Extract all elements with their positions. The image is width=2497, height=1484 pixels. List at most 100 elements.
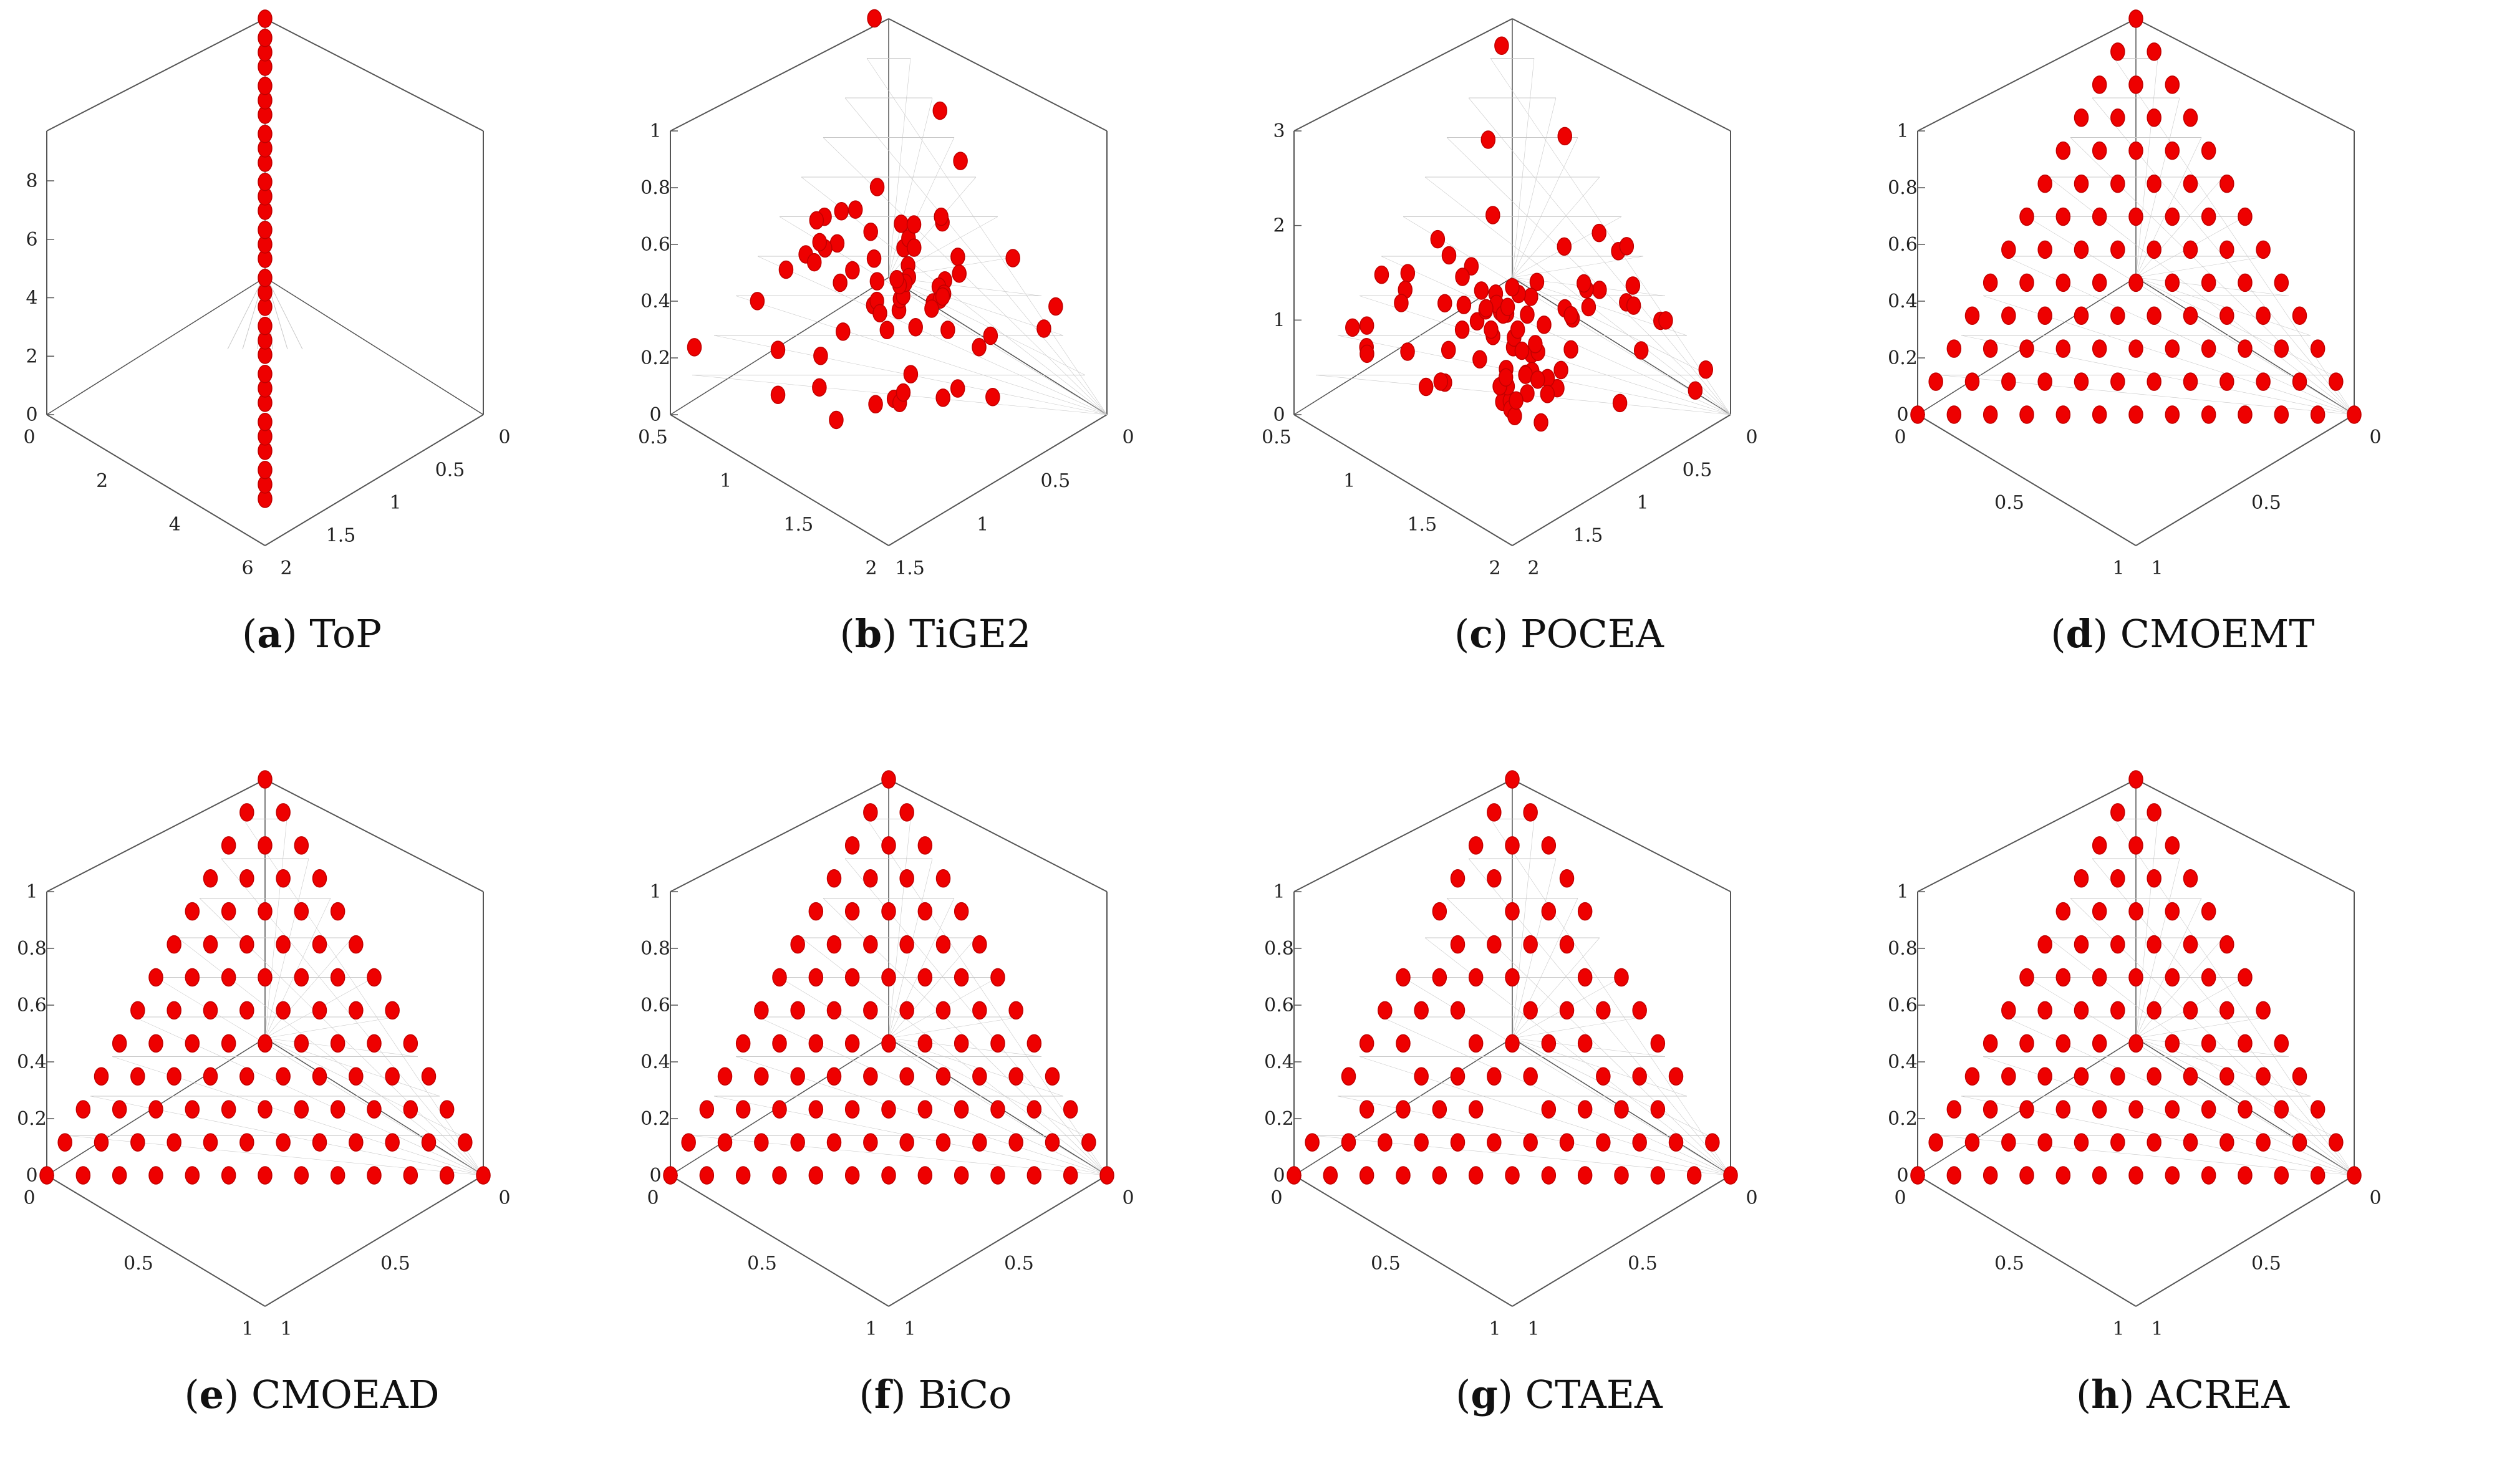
data-point: [881, 902, 896, 921]
y-tick-label: 0: [2369, 1187, 2381, 1209]
data-point: [203, 1067, 218, 1086]
data-point: [2238, 1100, 2253, 1119]
data-point: [1614, 1166, 1629, 1185]
data-point: [954, 1100, 969, 1119]
x-tick-label: 0.5: [638, 426, 668, 448]
grid-line: [2135, 819, 2158, 1039]
data-point: [2001, 306, 2016, 325]
data-point: [2019, 405, 2034, 424]
data-point: [2092, 405, 2107, 424]
z-tick-label: 0.4: [1264, 1051, 1294, 1073]
data-point: [167, 935, 181, 954]
data-point: [1910, 1166, 1925, 1185]
data-point: [717, 1067, 733, 1086]
data-point: [1650, 1166, 1666, 1185]
data-point: [2055, 207, 2071, 226]
data-point: [1468, 1034, 1484, 1053]
data-point: [934, 207, 949, 226]
data-point: [808, 1034, 824, 1053]
y-tick-label: 0.5: [1628, 1253, 1658, 1274]
frame-edge: [264, 18, 484, 132]
x-tick-label: 6: [241, 557, 253, 579]
y-tick-label: 0.5: [2251, 1253, 2281, 1274]
data-point: [148, 1166, 163, 1185]
data-point: [1048, 297, 1063, 316]
data-point: [2019, 968, 2034, 987]
grid-line: [2135, 1038, 2311, 1097]
data-point: [1541, 1166, 1557, 1185]
data-point: [2128, 405, 2143, 424]
plot-f: 0 0.2 0.4 0.6 0.8 1 0 0.5 1 0 0.5 1: [640, 770, 1134, 1340]
data-point: [2110, 108, 2125, 127]
grid-line: [1512, 176, 1600, 278]
data-point: [717, 1133, 733, 1152]
data-point: [2092, 1034, 2107, 1053]
data-point: [754, 1133, 769, 1152]
data-point: [421, 1067, 437, 1086]
data-point: [2256, 372, 2271, 391]
data-point: [258, 77, 273, 95]
caption-letter: d: [2065, 611, 2093, 657]
data-point: [239, 803, 254, 822]
caption-letter: g: [1471, 1372, 1498, 1417]
data-point: [2092, 141, 2107, 160]
data-point: [863, 1067, 878, 1086]
data-point: [2165, 339, 2180, 358]
data-point: [2238, 207, 2253, 226]
data-point: [2001, 372, 2016, 391]
data-point: [2055, 405, 2071, 424]
data-point: [1928, 1133, 1943, 1152]
x-tick-label: 0.5: [1262, 426, 1292, 448]
data-point: [1928, 372, 1943, 391]
data-point: [772, 1100, 787, 1119]
data-point: [2055, 141, 2071, 160]
caption-letter: a: [257, 611, 283, 657]
data-point: [1964, 306, 1980, 325]
data-point: [276, 935, 291, 954]
data-point: [1557, 127, 1572, 146]
data-point: [349, 1133, 364, 1152]
data-point: [881, 836, 896, 855]
frame-edge: [1293, 779, 1513, 892]
data-point: [1505, 277, 1520, 297]
data-point: [1468, 1166, 1484, 1185]
data-point: [1063, 1166, 1078, 1185]
data-point: [845, 261, 860, 280]
data-point: [185, 1166, 200, 1185]
panel-f: 0 0.2 0.4 0.6 0.8 1 0 0.5 1 0 0.5 1 (f) BiCo: [624, 761, 1247, 1484]
data-point: [829, 234, 845, 253]
data-point: [663, 1166, 678, 1185]
data-point: [148, 1034, 163, 1053]
data-point: [94, 1067, 109, 1086]
frame-edge: [670, 18, 889, 132]
y-axis: [264, 414, 484, 546]
data-point: [2128, 1034, 2143, 1053]
data-point: [1360, 344, 1374, 364]
data-point: [294, 1166, 309, 1185]
data-point: [2256, 1133, 2271, 1152]
x-axis: [46, 1175, 266, 1307]
data-point: [2256, 1001, 2271, 1020]
data-point: [1650, 1100, 1666, 1119]
data-point: [2037, 1133, 2052, 1152]
y-tick-label: 1.5: [895, 557, 925, 579]
data-point: [863, 1001, 878, 1020]
data-point: [1008, 1067, 1023, 1086]
grid-line: [1490, 58, 1731, 415]
data-point: [1553, 360, 1568, 380]
data-point: [1450, 1133, 1466, 1152]
data-point: [972, 935, 987, 954]
data-point: [1026, 1034, 1042, 1053]
data-point: [2110, 42, 2125, 61]
data-point: [1520, 305, 1535, 324]
grid-line: [2135, 176, 2224, 278]
data-point: [258, 29, 273, 47]
data-point: [2165, 836, 2180, 855]
data-point: [2074, 869, 2089, 888]
data-point: [2219, 935, 2234, 954]
data-point: [476, 1166, 491, 1185]
z-tick-label: 8: [26, 170, 37, 192]
data-point: [2201, 1034, 2216, 1053]
data-point: [2074, 1001, 2089, 1020]
data-point: [1577, 902, 1593, 921]
